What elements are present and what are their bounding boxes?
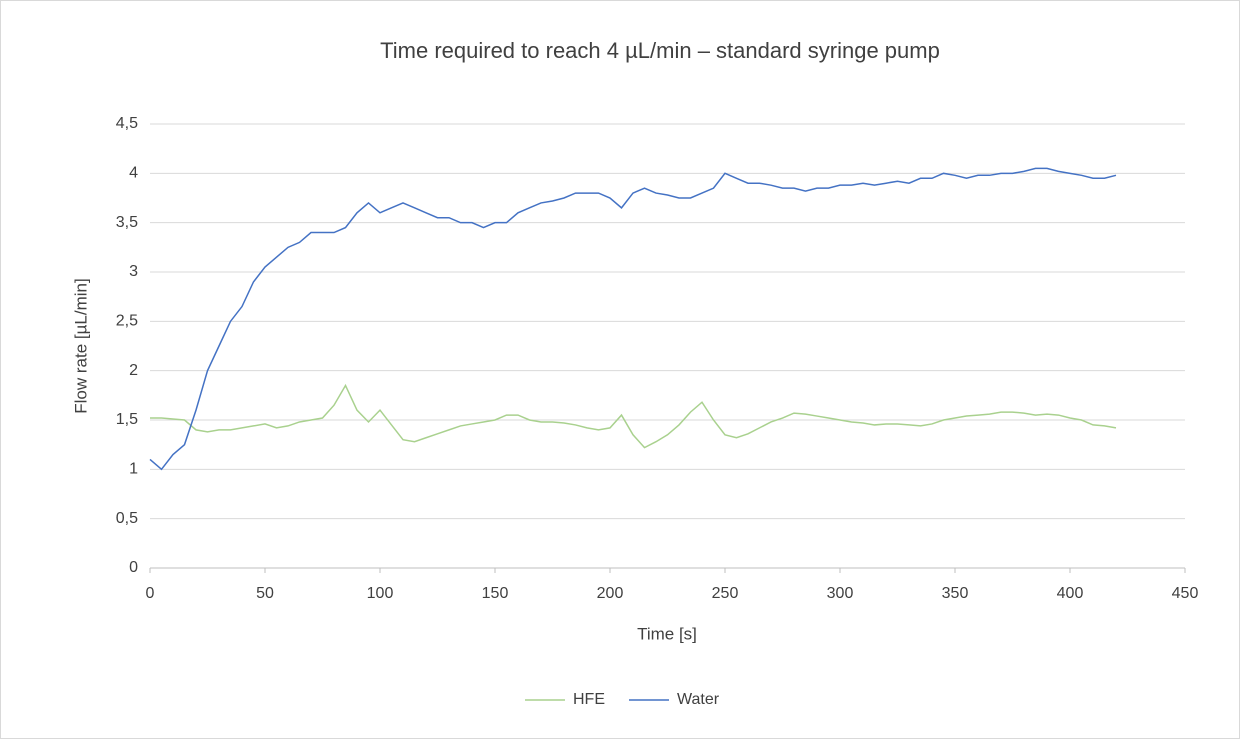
x-tick-label: 350 bbox=[942, 585, 969, 602]
x-axis-label: Time [s] bbox=[637, 624, 697, 643]
y-tick-label: 3,5 bbox=[116, 214, 138, 231]
y-tick-label: 1,5 bbox=[116, 411, 138, 428]
data-line bbox=[150, 383, 1117, 449]
chart-title: Time required to reach 4 µL/min – standa… bbox=[380, 38, 940, 63]
y-tick-label: 4 bbox=[129, 165, 138, 182]
y-tick-label: 0 bbox=[129, 559, 138, 576]
y-tick-label: 3 bbox=[129, 263, 138, 280]
x-tick-label: 200 bbox=[597, 585, 624, 602]
x-tick-label: 300 bbox=[827, 585, 854, 602]
y-tick-label: 1 bbox=[129, 461, 138, 478]
x-tick-label: 150 bbox=[482, 585, 509, 602]
y-tick-label: 0,5 bbox=[116, 510, 138, 527]
x-tick-label: 450 bbox=[1172, 585, 1199, 602]
legend-label: Water bbox=[677, 691, 720, 708]
y-axis-label: Flow rate [µL/min] bbox=[71, 278, 90, 413]
x-tick-label: 0 bbox=[146, 585, 155, 602]
x-tick-label: 50 bbox=[256, 585, 274, 602]
x-tick-label: 250 bbox=[712, 585, 739, 602]
legend-label: HFE bbox=[573, 691, 605, 708]
x-tick-label: 100 bbox=[367, 585, 394, 602]
x-tick-label: 400 bbox=[1057, 585, 1084, 602]
y-tick-label: 4,5 bbox=[116, 115, 138, 132]
y-tick-label: 2,5 bbox=[116, 313, 138, 330]
y-tick-label: 2 bbox=[129, 362, 138, 379]
data-line bbox=[149, 167, 1117, 471]
